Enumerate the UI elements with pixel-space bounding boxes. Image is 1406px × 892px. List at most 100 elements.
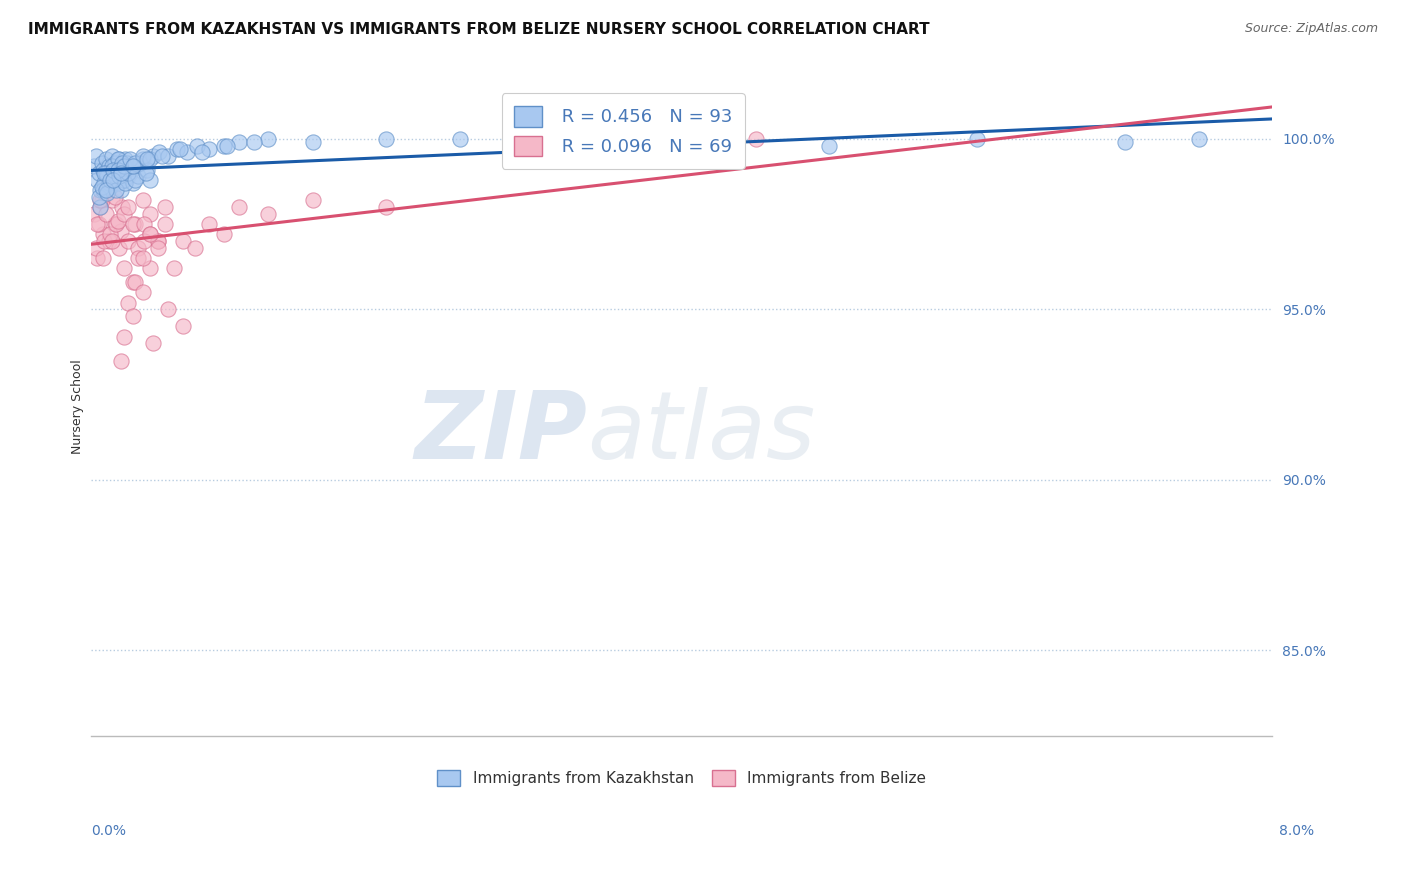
Point [93, 176, 115, 190]
Point [110, 183, 132, 197]
Point [110, 162, 132, 177]
Point [94, 166, 117, 180]
Point [198, 142, 221, 156]
Point [124, 155, 146, 169]
Point [212, 227, 235, 242]
Point [176, 145, 198, 160]
Point [136, 153, 159, 167]
Point [111, 200, 134, 214]
Point [110, 224, 132, 238]
Point [139, 153, 162, 167]
Point [90, 179, 112, 194]
Point [89, 183, 111, 197]
Point [91, 227, 114, 242]
Point [111, 159, 134, 173]
Point [117, 234, 139, 248]
Point [112, 173, 135, 187]
Text: atlas: atlas [588, 387, 815, 478]
Point [163, 261, 186, 276]
Point [124, 275, 146, 289]
Point [104, 155, 127, 169]
Point [172, 319, 194, 334]
Point [112, 329, 135, 343]
Point [101, 159, 124, 173]
Text: 8.0%: 8.0% [1279, 824, 1315, 838]
Point [121, 159, 143, 173]
Point [91, 162, 114, 177]
Point [97, 234, 120, 248]
Point [118, 166, 141, 180]
Point [139, 261, 162, 276]
Point [107, 176, 129, 190]
Point [127, 169, 149, 184]
Point [142, 336, 165, 351]
Point [117, 295, 139, 310]
Point [112, 159, 135, 173]
Point [114, 176, 136, 190]
Point [1114, 135, 1136, 149]
Point [96, 169, 118, 184]
Point [156, 302, 179, 317]
Point [114, 153, 136, 167]
Point [97, 159, 120, 173]
Point [100, 227, 122, 242]
Point [100, 173, 122, 187]
Point [97, 176, 120, 190]
Point [90, 155, 112, 169]
Point [103, 173, 125, 187]
Point [83, 159, 105, 173]
Point [301, 193, 323, 207]
Point [96, 183, 118, 197]
Point [103, 173, 125, 187]
Point [87, 190, 110, 204]
Point [523, 135, 546, 149]
Point [83, 207, 105, 221]
Point [228, 200, 250, 214]
Point [121, 176, 143, 190]
Point [91, 251, 114, 265]
Point [150, 149, 173, 163]
Point [94, 153, 117, 167]
Text: IMMIGRANTS FROM KAZAKHSTAN VS IMMIGRANTS FROM BELIZE NURSERY SCHOOL CORRELATION : IMMIGRANTS FROM KAZAKHSTAN VS IMMIGRANTS… [28, 22, 929, 37]
Point [105, 162, 128, 177]
Point [966, 132, 988, 146]
Point [134, 234, 156, 248]
Point [108, 169, 131, 184]
Point [115, 162, 138, 177]
Point [671, 132, 693, 146]
Point [153, 217, 176, 231]
Point [449, 132, 471, 146]
Point [89, 200, 111, 214]
Point [121, 217, 143, 231]
Point [104, 217, 127, 231]
Point [146, 234, 169, 248]
Point [121, 159, 143, 173]
Point [183, 241, 205, 255]
Point [112, 173, 135, 187]
Point [212, 138, 235, 153]
Point [115, 155, 138, 169]
Point [107, 153, 129, 167]
Point [103, 166, 125, 180]
Point [124, 173, 146, 187]
Point [103, 173, 125, 187]
Point [112, 261, 135, 276]
Point [96, 186, 118, 201]
Point [117, 166, 139, 180]
Point [139, 227, 162, 242]
Point [146, 234, 169, 248]
Point [124, 159, 146, 173]
Point [148, 145, 170, 160]
Point [228, 135, 250, 149]
Point [107, 162, 129, 177]
Point [110, 353, 132, 368]
Point [86, 217, 108, 231]
Point [132, 149, 155, 163]
Point [108, 153, 131, 167]
Point [101, 193, 124, 207]
Point [136, 162, 159, 177]
Point [101, 234, 124, 248]
Point [111, 155, 134, 169]
Point [186, 138, 208, 153]
Text: ZIP: ZIP [415, 387, 588, 479]
